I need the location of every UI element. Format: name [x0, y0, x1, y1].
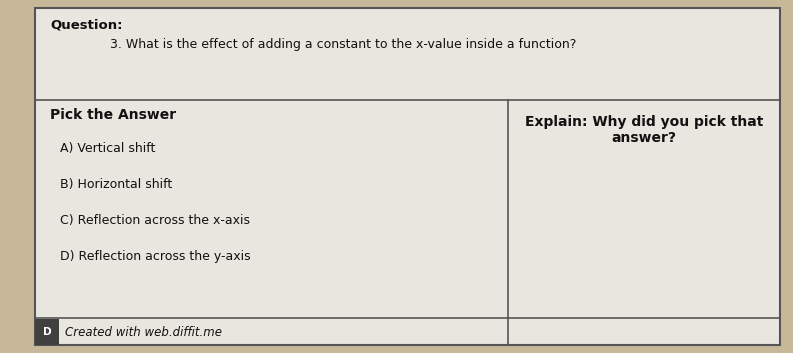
- Text: D) Reflection across the y-axis: D) Reflection across the y-axis: [60, 250, 251, 263]
- Text: C) Reflection across the x-axis: C) Reflection across the x-axis: [60, 214, 250, 227]
- Text: 3. What is the effect of adding a constant to the x-value inside a function?: 3. What is the effect of adding a consta…: [110, 38, 577, 51]
- Text: D: D: [43, 327, 52, 337]
- Text: Question:: Question:: [50, 18, 122, 31]
- Text: B) Horizontal shift: B) Horizontal shift: [60, 178, 172, 191]
- Text: A) Vertical shift: A) Vertical shift: [60, 142, 155, 155]
- Text: Explain: Why did you pick that
answer?: Explain: Why did you pick that answer?: [525, 115, 763, 145]
- FancyBboxPatch shape: [35, 8, 780, 345]
- Text: Created with web.diffit.me: Created with web.diffit.me: [65, 325, 222, 339]
- Text: Pick the Answer: Pick the Answer: [50, 108, 176, 122]
- FancyBboxPatch shape: [35, 319, 59, 345]
